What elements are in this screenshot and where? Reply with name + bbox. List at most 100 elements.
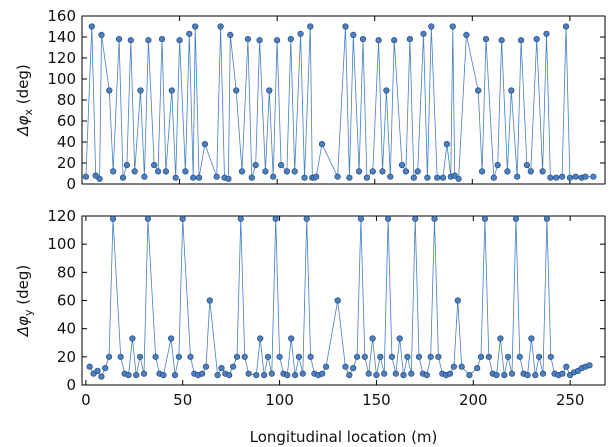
- series-line: [89, 218, 590, 378]
- data-point: [346, 372, 353, 379]
- data-point: [244, 35, 251, 43]
- data-point: [501, 372, 508, 379]
- data-point: [532, 372, 539, 379]
- data-point: [319, 370, 326, 377]
- data-point: [262, 168, 269, 175]
- data-point: [201, 141, 208, 148]
- data-point: [408, 370, 415, 377]
- data-point: [287, 35, 294, 43]
- data-point: [342, 23, 349, 30]
- y-axis-label-subscript: y: [22, 309, 35, 316]
- data-point: [479, 168, 486, 175]
- data-point: [424, 174, 431, 181]
- data-point: [400, 372, 407, 379]
- y-tick-label: 160: [47, 7, 76, 25]
- y-axis-label: Δφx (deg): [14, 64, 35, 136]
- data-point: [590, 173, 597, 180]
- data-point: [582, 173, 589, 180]
- data-point: [369, 168, 376, 175]
- data-point: [127, 37, 134, 44]
- data-point: [192, 23, 199, 30]
- top-panel: 0 20 40 60 80 100 120 140 160 Δφx (deg): [14, 7, 606, 193]
- data-point: [123, 162, 130, 169]
- data-point: [497, 335, 504, 342]
- data-point: [439, 174, 447, 181]
- data-point: [375, 37, 382, 44]
- y-axis-label-unit: (deg): [14, 265, 32, 310]
- y-tick-label: 60: [57, 292, 76, 310]
- data-point: [535, 353, 543, 360]
- data-point: [98, 373, 105, 380]
- data-point: [431, 215, 438, 222]
- data-point: [261, 372, 268, 379]
- data-point: [350, 365, 357, 372]
- data-point: [533, 35, 540, 43]
- data-point: [334, 173, 341, 180]
- data-point: [227, 31, 234, 39]
- data-point: [158, 35, 166, 43]
- data-point: [566, 174, 574, 181]
- y-axis-label-symbol: Δφ: [14, 316, 32, 337]
- plot-frame: [81, 215, 606, 386]
- y-tick-label: 40: [57, 320, 76, 338]
- data-point: [257, 335, 264, 342]
- data-point: [410, 174, 417, 181]
- data-point: [152, 353, 159, 360]
- data-point: [176, 37, 183, 44]
- data-point: [151, 162, 158, 169]
- data-point: [498, 37, 505, 44]
- data-point: [435, 353, 442, 360]
- data-point: [466, 372, 473, 379]
- data-point: [379, 168, 386, 175]
- x-tick-label: 250: [556, 391, 585, 409]
- y-tick-label: 120: [47, 49, 76, 67]
- data-point: [274, 37, 281, 44]
- data-point: [477, 353, 485, 360]
- data-point: [385, 215, 392, 222]
- series-line: [85, 26, 594, 180]
- data-point: [547, 174, 554, 181]
- data-point: [202, 363, 210, 370]
- data-point: [217, 23, 224, 30]
- data-point: [318, 141, 326, 148]
- data-point: [292, 372, 299, 379]
- data-point: [404, 353, 411, 360]
- data-point: [307, 353, 314, 360]
- data-point: [391, 37, 398, 44]
- data-point: [361, 353, 368, 360]
- data-point: [553, 174, 560, 181]
- data-point: [186, 30, 193, 37]
- data-point: [131, 168, 138, 175]
- data-point: [125, 372, 132, 379]
- data-point: [129, 335, 136, 342]
- data-point: [415, 353, 423, 360]
- data-point: [586, 362, 593, 369]
- data-point: [190, 174, 197, 181]
- data-point: [381, 370, 388, 377]
- data-point: [160, 372, 167, 379]
- data-point: [199, 370, 206, 377]
- data-point: [172, 174, 179, 181]
- data-point: [369, 335, 376, 342]
- data-point: [346, 174, 353, 181]
- data-point: [543, 30, 550, 37]
- data-point: [508, 87, 515, 94]
- data-point: [523, 162, 531, 169]
- data-point: [517, 37, 525, 44]
- data-point: [412, 215, 419, 222]
- data-point: [137, 353, 144, 360]
- data-point: [218, 365, 225, 372]
- data-point: [482, 35, 490, 43]
- data-point: [458, 363, 465, 370]
- data-point: [144, 215, 151, 222]
- data-point: [527, 168, 534, 175]
- data-point: [94, 367, 101, 375]
- y-tick-label: 100: [47, 235, 76, 253]
- data-point: [109, 215, 117, 222]
- data-point: [303, 215, 310, 222]
- data-point: [354, 353, 361, 360]
- x-axis-label: Longitudinal location (m): [250, 428, 438, 446]
- data-point: [301, 174, 308, 181]
- data-point: [449, 23, 456, 30]
